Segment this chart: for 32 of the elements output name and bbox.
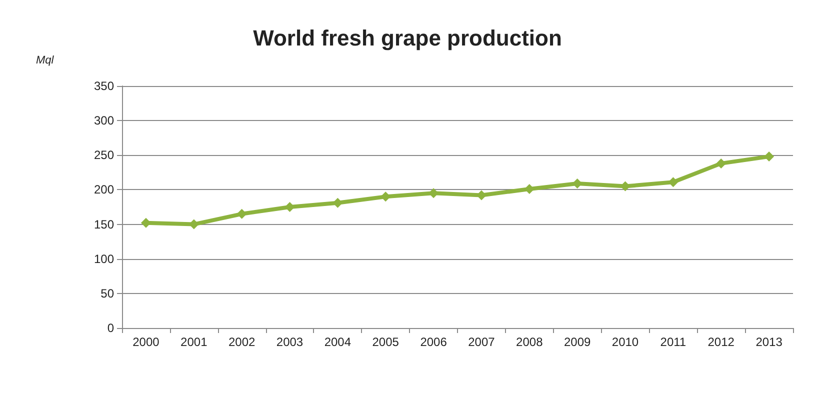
point — [284, 202, 295, 212]
x-tick-label: 2005 — [372, 335, 400, 349]
x-tick-label: 2002 — [228, 335, 256, 349]
x-tick-label: 2001 — [180, 335, 208, 349]
x-tick-label: 2013 — [756, 335, 783, 349]
x-tick-label: 2006 — [420, 335, 448, 349]
y-tick-label: 200 — [94, 182, 114, 197]
x-tick-label: 2004 — [324, 335, 352, 349]
x-tick-label: 2011 — [660, 335, 686, 349]
x-tick-label: 2010 — [612, 335, 639, 349]
x-tick-label: 2009 — [564, 335, 591, 349]
point — [380, 192, 391, 202]
y-tick-label: 150 — [94, 217, 114, 232]
x-tick-label: 2007 — [468, 335, 496, 349]
x-tick-label: 2012 — [708, 335, 735, 349]
point — [716, 158, 726, 168]
point — [572, 178, 582, 188]
x-tick-label: 2008 — [516, 335, 544, 349]
y-tick-label: 50 — [100, 286, 114, 300]
x-tick-label: 2003 — [276, 335, 304, 349]
y-tick-label: 350 — [94, 79, 114, 93]
y-tick-label: 0 — [107, 321, 114, 335]
point — [332, 198, 343, 208]
y-tick-label: 100 — [94, 252, 114, 266]
x-tick-label: 2000 — [132, 335, 160, 349]
y-tick-label: 250 — [94, 148, 114, 162]
point — [764, 152, 774, 162]
y-axis-title: Mql — [36, 54, 54, 66]
point — [236, 208, 247, 219]
point — [668, 177, 678, 188]
chart-title: World fresh grape production — [253, 26, 562, 50]
y-tick-label: 300 — [94, 114, 114, 128]
